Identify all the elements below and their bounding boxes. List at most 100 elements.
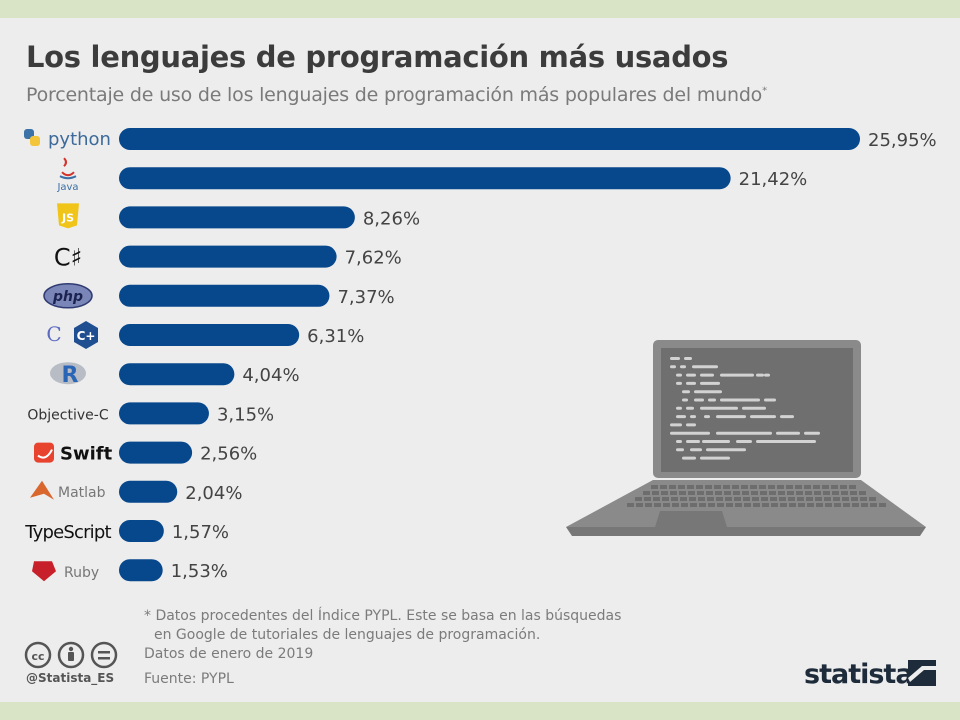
keyboard-key	[714, 485, 721, 489]
source-note: Fuente: PYPL	[144, 671, 234, 687]
keyboard-key	[759, 485, 766, 489]
code-line-segment	[708, 398, 716, 402]
keyboard-key	[697, 491, 704, 495]
category-label-swift: Swift	[60, 444, 113, 465]
keyboard-key	[843, 503, 850, 507]
category-label-javascript: JS	[61, 211, 74, 224]
category-matlab-logo: Matlab	[30, 480, 106, 501]
category-label-python: python	[48, 129, 111, 150]
category-label-objective-c: Objective-C	[27, 407, 108, 423]
keyboard-key	[690, 503, 697, 507]
bar-python	[119, 128, 860, 150]
category-c-cpp-logo: C C+	[46, 321, 98, 349]
keyboard-key	[742, 491, 749, 495]
bar-objective-c	[119, 402, 209, 425]
value-label-php: 7,37%	[337, 287, 394, 308]
keyboard-key	[644, 497, 651, 501]
code-line-segment	[700, 373, 714, 377]
keyboard-key	[795, 485, 802, 489]
value-label-ruby: 1,53%	[171, 561, 228, 582]
keyboard-key	[750, 485, 757, 489]
category-python-logo: python	[24, 129, 111, 150]
bar-ruby	[119, 559, 163, 582]
footnote: * Datos procedentes del Índice PYPL. Est…	[144, 607, 704, 645]
code-line-segment	[700, 406, 714, 410]
keyboard-key	[627, 503, 634, 507]
keyboard-key	[788, 497, 795, 501]
category-javascript-logo: JS	[57, 203, 79, 229]
category-label-typescript: TypeScript	[24, 522, 111, 543]
keyboard-key	[725, 497, 732, 501]
keyboard-key	[852, 503, 859, 507]
code-line-segment	[716, 415, 746, 419]
category-php-logo: php	[43, 283, 93, 309]
keyboard-key	[723, 485, 730, 489]
value-label-typescript: 1,57%	[172, 522, 229, 543]
code-line-segment	[676, 406, 682, 410]
keyboard-key	[654, 503, 661, 507]
keyboard-key	[762, 503, 769, 507]
keyboard-key	[824, 497, 831, 501]
keyboard-key	[806, 497, 813, 501]
code-line-segment	[804, 431, 820, 435]
category-label-c: C	[46, 322, 61, 346]
category-label-php: php	[52, 289, 83, 305]
subtitle-text: Porcentaje de uso de los lenguajes de pr…	[26, 84, 763, 106]
laptop-touchpad	[655, 511, 727, 527]
value-label-r: 4,04%	[242, 365, 299, 386]
code-line-segment	[676, 373, 682, 377]
code-line-segment	[756, 373, 764, 377]
code-line-segment	[670, 431, 710, 435]
keyboard-key	[831, 485, 838, 489]
code-line-segment	[716, 431, 772, 435]
keyboard-key	[716, 497, 723, 501]
twitter-handle: @Statista_ES	[26, 671, 115, 685]
keyboard-key	[706, 491, 713, 495]
code-line-segment	[682, 390, 690, 394]
bar-r	[119, 363, 235, 386]
code-line-segment	[720, 373, 754, 377]
keyboard-key	[768, 485, 775, 489]
keyboard-key	[678, 485, 685, 489]
keyboard-key	[842, 497, 849, 501]
keyboard-key	[689, 497, 696, 501]
category-label-java: Java	[56, 182, 78, 193]
language-logos: python Java JS C♯ php C C+ R Objective-C Swift Mat…	[24, 129, 113, 582]
code-line-segment	[682, 456, 696, 460]
keyboard-key	[732, 485, 739, 489]
keyboard-key	[814, 491, 821, 495]
keyboard-key	[807, 503, 814, 507]
bar-c	[119, 245, 337, 268]
keyboard-key	[733, 491, 740, 495]
category-label-cpp: C+	[77, 329, 96, 343]
keyboard-key	[771, 503, 778, 507]
code-line-segment	[742, 406, 766, 410]
code-lines	[670, 357, 820, 460]
keyboard-key	[834, 503, 841, 507]
value-label-matlab: 2,04%	[185, 483, 242, 504]
keyboard-key	[660, 485, 667, 489]
code-line-segment	[676, 381, 682, 385]
value-label-java: 21,42%	[739, 169, 808, 190]
keyboard-key	[717, 503, 724, 507]
keyboard-key	[751, 491, 758, 495]
bar-javascript	[119, 206, 355, 229]
keyboard-key	[698, 497, 705, 501]
keyboard-key	[670, 491, 677, 495]
keyboard-key	[752, 497, 759, 501]
keyboard-key	[870, 503, 877, 507]
subtitle-asterisk: *	[762, 85, 767, 97]
bar-typescript	[119, 520, 164, 542]
bar-swift	[119, 441, 193, 464]
statista-logo: statista	[804, 656, 936, 694]
keyboard-key	[669, 485, 676, 489]
attribution-icon	[57, 641, 85, 669]
bar-java	[119, 167, 731, 190]
code-line-segment	[694, 390, 722, 394]
keyboard-key	[688, 491, 695, 495]
no-derivatives-icon	[90, 641, 118, 669]
code-line-segment	[686, 423, 696, 427]
value-label-c-c: 6,31%	[307, 326, 364, 347]
code-line-segment	[676, 415, 686, 419]
